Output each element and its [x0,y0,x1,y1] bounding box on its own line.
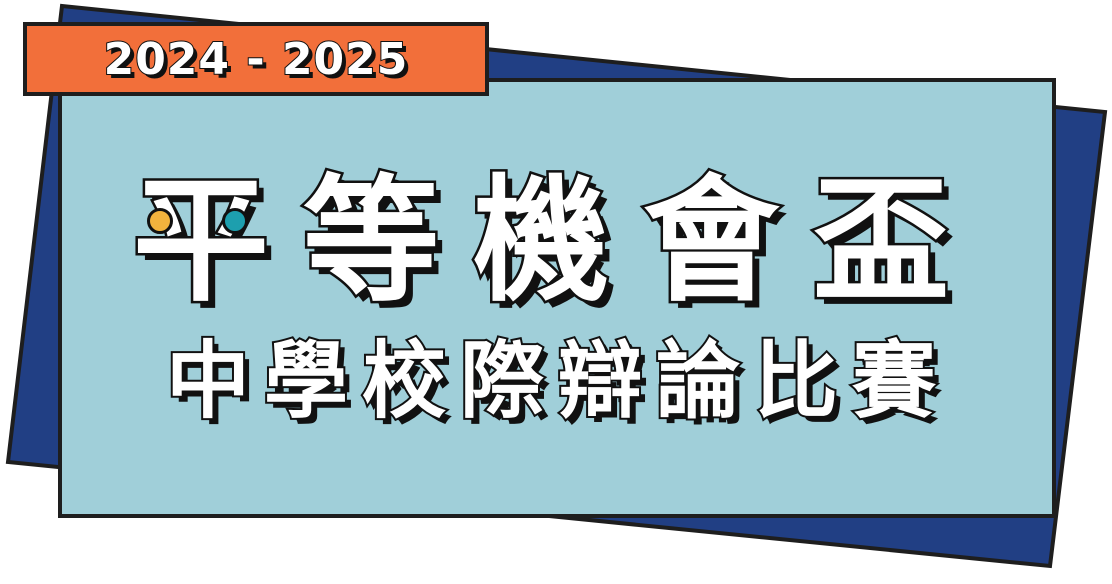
main-title: 平等機會盃 [131,161,983,324]
teal-dot-icon [222,208,248,234]
subtitle: 中學校際辯論比賽 [164,331,950,431]
year-range-text: 2024 - 2025 [103,33,409,86]
front-panel [58,78,1056,518]
year-badge: 2024 - 2025 [23,22,489,96]
yellow-dot-icon [147,208,173,234]
